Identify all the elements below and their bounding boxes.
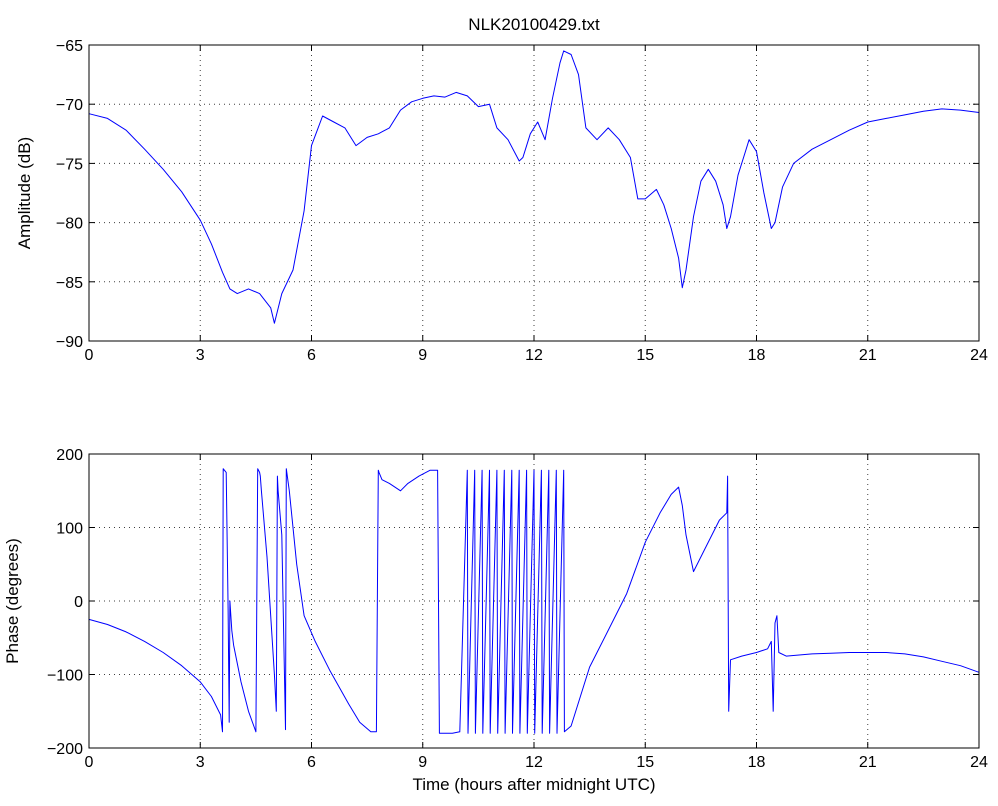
phase-xtick-label: 12	[525, 754, 543, 771]
amplitude-xtick-label: 18	[748, 347, 766, 364]
amplitude-xtick-label: 3	[196, 347, 205, 364]
phase-xtick-label: 21	[859, 754, 877, 771]
phase-xtick-label: 6	[307, 754, 316, 771]
amplitude-panel: 0 3 6 9 12 15 18 21 24 −90 −85 −80 −75 −70 −65 Amplitu…	[15, 38, 988, 364]
phase-ytick-label: −200	[47, 741, 83, 758]
phase-ylabel: Phase (degrees)	[3, 538, 22, 664]
amplitude-ytick-label: −90	[56, 334, 83, 351]
phase-ytick-label: −100	[47, 668, 83, 685]
phase-xtick-label: 9	[418, 754, 427, 771]
amplitude-grid	[89, 45, 979, 341]
amplitude-ytick-label: −70	[56, 97, 83, 114]
amplitude-xtick-label: 21	[859, 347, 877, 364]
amplitude-series-line	[88, 50, 980, 324]
amplitude-xtick-label: 24	[970, 347, 988, 364]
phase-ytick-label: 100	[56, 521, 83, 538]
phase-xtick-label: 18	[748, 754, 766, 771]
amplitude-ytick-label: −75	[56, 156, 83, 173]
chart-title: NLK20100429.txt	[468, 15, 600, 34]
amplitude-xtick-label: 6	[307, 347, 316, 364]
amplitude-xtick-label: 9	[418, 347, 427, 364]
phase-ytick-label: 200	[56, 447, 83, 464]
amplitude-ytick-label: −65	[56, 38, 83, 55]
phase-panel: 0 3 6 9 12 15 18 21 24 −200 −100 0 100 200 Phase (deg…	[3, 447, 988, 794]
phase-xtick-label: 24	[970, 754, 988, 771]
amplitude-xtick-label: 0	[85, 347, 94, 364]
phase-xtick-label: 15	[636, 754, 654, 771]
amplitude-xtick-label: 12	[525, 347, 543, 364]
amplitude-ticks: 0 3 6 9 12 15 18 21 24 −90 −85 −80 −75 −70 −65	[56, 38, 988, 364]
amplitude-xtick-label: 15	[636, 347, 654, 364]
amplitude-ytick-label: −80	[56, 216, 83, 233]
phase-series-line	[88, 468, 980, 734]
phase-xtick-label: 3	[196, 754, 205, 771]
amplitude-ytick-label: −85	[56, 275, 83, 292]
phase-xlabel: Time (hours after midnight UTC)	[412, 775, 655, 794]
phase-ytick-label: 0	[74, 594, 83, 611]
amplitude-ylabel: Amplitude (dB)	[15, 137, 34, 249]
phase-xtick-label: 0	[85, 754, 94, 771]
phase-ticks: 0 3 6 9 12 15 18 21 24 −200 −100 0 100 200	[47, 447, 988, 771]
